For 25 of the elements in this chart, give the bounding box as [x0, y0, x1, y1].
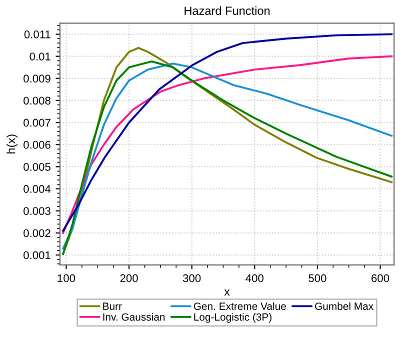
x-tick-label: 500: [308, 274, 326, 282]
legend-label: Gen. Extreme Value: [194, 302, 286, 310]
legend-label: Burr: [103, 302, 122, 310]
legend-label: Inv. Gaussian: [103, 313, 165, 321]
legend-label: Log-Logistic (3P): [194, 313, 272, 323]
x-tick-label: 100: [58, 274, 76, 282]
chart-title: Hazard Function: [184, 6, 270, 15]
x-tick-label: 400: [246, 274, 264, 282]
x-axis-title: x: [224, 289, 230, 296]
y-tick-label: 0.01: [30, 52, 50, 60]
y-tick-label: 0.005: [24, 162, 50, 171]
x-tick-label: 300: [182, 274, 201, 282]
y-tick-label: 0.008: [24, 96, 50, 105]
x-tick-label: 200: [120, 274, 138, 282]
y-tick-label: 0.001: [24, 251, 50, 260]
y-tick-label: 0.003: [24, 207, 50, 215]
y-tick-label: 0.002: [24, 229, 50, 238]
x-tick-label: 600: [372, 274, 390, 282]
y-tick-label: 0.011: [24, 30, 50, 38]
y-tick-label: 0.009: [24, 74, 50, 83]
y-axis-title: h(x): [6, 134, 18, 154]
legend-label: Gumbel Max: [315, 302, 374, 310]
y-tick-label: 0.004: [24, 185, 51, 193]
y-tick-label: 0.007: [24, 118, 50, 127]
y-tick-label: 0.006: [24, 140, 50, 149]
